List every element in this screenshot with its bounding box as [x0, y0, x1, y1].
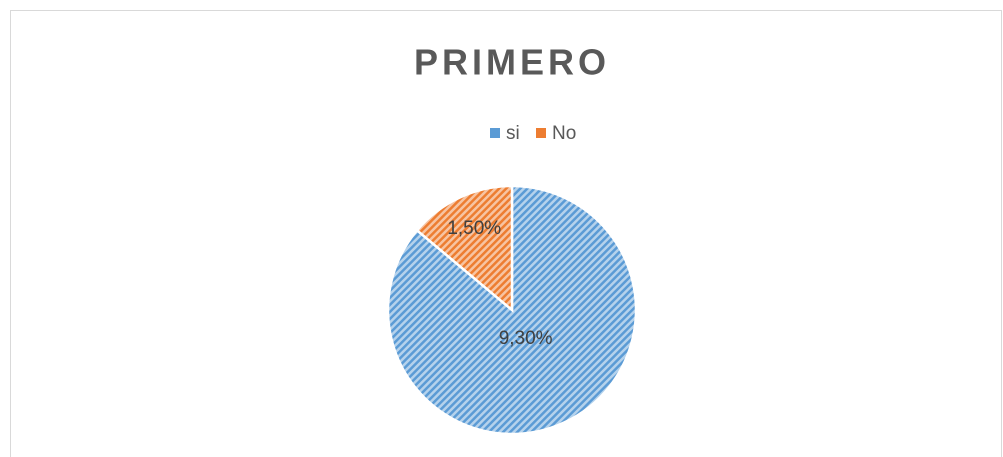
- data-label: 9,30%: [499, 328, 553, 349]
- legend-label: No: [552, 123, 576, 144]
- chart-title: PRIMERO: [414, 42, 610, 83]
- legend-swatch: [490, 128, 500, 138]
- legend-label: si: [506, 123, 520, 144]
- legend-swatch: [536, 128, 546, 138]
- data-label: 1,50%: [447, 218, 501, 239]
- chart-border: [10, 10, 1002, 457]
- pie-slice: [415, 184, 514, 313]
